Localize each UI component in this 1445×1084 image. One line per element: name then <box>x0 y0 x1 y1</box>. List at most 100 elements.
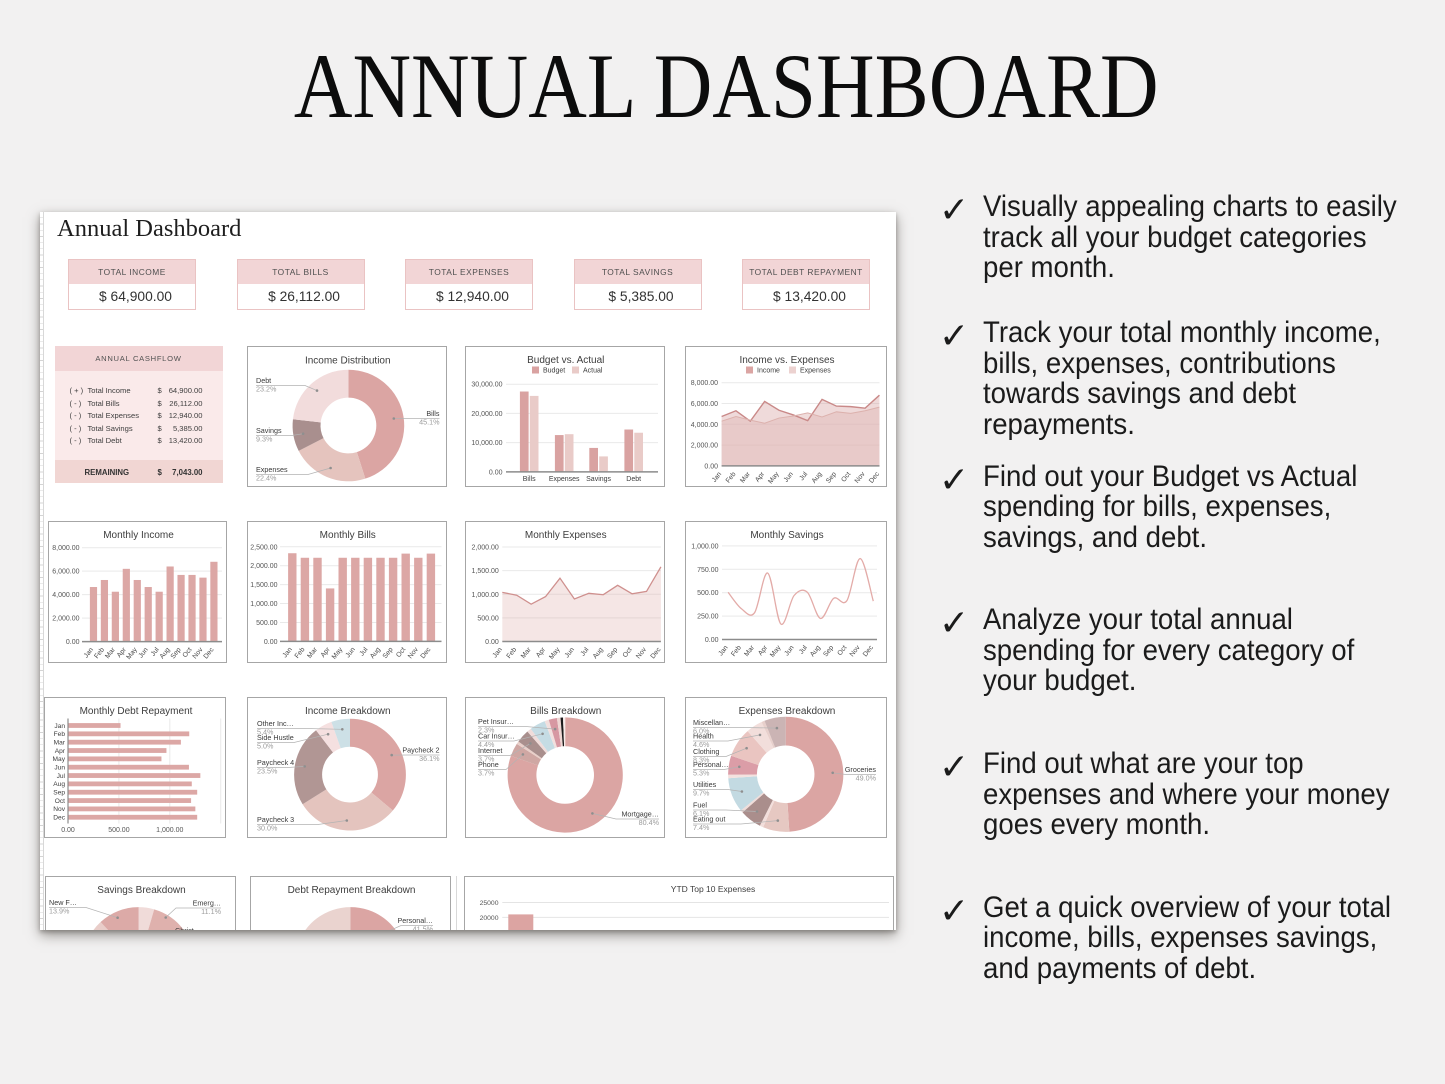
svg-text:Christ…: Christ… <box>175 926 201 930</box>
svg-text:Income vs. Expenses: Income vs. Expenses <box>739 355 834 366</box>
svg-text:2,000.00: 2,000.00 <box>250 563 277 570</box>
svg-text:Phone: Phone <box>478 760 499 769</box>
svg-text:May: May <box>53 756 66 763</box>
svg-text:May: May <box>767 470 781 485</box>
svg-text:13.9%: 13.9% <box>49 907 70 916</box>
svg-text:Dec: Dec <box>650 646 663 660</box>
svg-text:1,500.00: 1,500.00 <box>250 582 277 589</box>
svg-text:Monthly Bills: Monthly Bills <box>320 530 376 541</box>
svg-text:500.00: 500.00 <box>108 827 130 834</box>
svg-text:Emerg…: Emerg… <box>193 899 221 908</box>
svg-text:Personal…: Personal… <box>397 916 433 925</box>
svg-text:Income Distribution: Income Distribution <box>305 356 391 367</box>
svg-text:Bills: Bills <box>523 476 536 483</box>
svg-text:22.4%: 22.4% <box>256 474 277 483</box>
svg-text:45.1%: 45.1% <box>419 418 440 427</box>
svg-text:Expenses: Expenses <box>549 476 580 483</box>
svg-text:750.00: 750.00 <box>697 567 719 574</box>
svg-text:May: May <box>769 644 783 659</box>
svg-text:Jan: Jan <box>717 644 729 657</box>
svg-text:Dec: Dec <box>868 470 881 484</box>
svg-text:Mar: Mar <box>54 739 66 746</box>
svg-text:Clothing: Clothing <box>693 747 719 756</box>
svg-text:Jan: Jan <box>83 646 95 659</box>
svg-text:4,000.00: 4,000.00 <box>690 422 717 429</box>
svg-text:30,000.00: 30,000.00 <box>471 382 502 389</box>
svg-text:Budget vs. Actual: Budget vs. Actual <box>527 355 604 366</box>
svg-text:Personal…: Personal… <box>693 760 729 769</box>
svg-text:Debt: Debt <box>626 476 641 483</box>
svg-text:Paycheck 4: Paycheck 4 <box>257 758 294 767</box>
svg-text:Nov: Nov <box>853 470 866 484</box>
svg-text:Groceries: Groceries <box>844 765 876 774</box>
svg-text:Nov: Nov <box>407 646 420 660</box>
svg-text:Mortgage…: Mortgage… <box>621 810 659 819</box>
svg-text:Aug: Aug <box>159 646 172 660</box>
svg-text:8,000.00: 8,000.00 <box>52 545 79 552</box>
svg-text:25000: 25000 <box>480 900 499 907</box>
svg-text:0.00: 0.00 <box>61 827 75 834</box>
svg-text:Nov: Nov <box>848 644 861 658</box>
svg-text:Miscellan…: Miscellan… <box>693 718 730 727</box>
svg-text:Feb: Feb <box>730 644 743 658</box>
svg-text:1,500.00: 1,500.00 <box>472 568 499 575</box>
svg-text:May: May <box>331 646 345 661</box>
svg-text:Jun: Jun <box>783 644 795 657</box>
svg-text:Bills Breakdown: Bills Breakdown <box>530 706 601 717</box>
svg-text:Dec: Dec <box>53 815 65 822</box>
svg-text:5.3%: 5.3% <box>693 769 710 778</box>
svg-text:Paycheck 3: Paycheck 3 <box>257 815 294 824</box>
svg-text:Monthly Income: Monthly Income <box>103 530 174 541</box>
svg-text:0.00: 0.00 <box>66 639 80 646</box>
svg-text:2,000.00: 2,000.00 <box>52 616 79 623</box>
svg-text:23.2%: 23.2% <box>256 385 277 394</box>
svg-text:250.00: 250.00 <box>697 614 719 621</box>
svg-text:Monthly Expenses: Monthly Expenses <box>525 530 607 541</box>
svg-text:Sep: Sep <box>822 644 835 658</box>
svg-text:Feb: Feb <box>93 646 106 660</box>
svg-text:Oct: Oct <box>840 471 852 484</box>
svg-text:Dec: Dec <box>203 646 216 660</box>
svg-text:0.00: 0.00 <box>704 637 718 644</box>
svg-text:Sep: Sep <box>170 646 183 660</box>
svg-text:Expenses Breakdown: Expenses Breakdown <box>738 706 835 717</box>
svg-text:Apr: Apr <box>535 646 547 659</box>
svg-text:May: May <box>548 646 562 661</box>
svg-text:6,000.00: 6,000.00 <box>52 569 79 576</box>
svg-text:Mar: Mar <box>739 470 752 484</box>
svg-text:Savings: Savings <box>586 476 611 483</box>
svg-text:Oct: Oct <box>395 646 407 659</box>
svg-text:Aug: Aug <box>809 644 822 658</box>
svg-text:Nov: Nov <box>635 646 648 660</box>
svg-text:Aug: Aug <box>592 646 605 660</box>
svg-text:3.7%: 3.7% <box>478 769 495 778</box>
svg-text:Jan: Jan <box>282 646 294 659</box>
svg-text:YTD Top 10 Expenses: YTD Top 10 Expenses <box>671 884 755 894</box>
svg-text:Sep: Sep <box>382 646 395 660</box>
svg-text:Jun: Jun <box>564 646 576 659</box>
svg-text:Feb: Feb <box>294 646 307 660</box>
svg-text:8,000.00: 8,000.00 <box>690 380 717 387</box>
svg-text:Bills: Bills <box>426 409 440 418</box>
svg-text:Budget: Budget <box>543 368 565 375</box>
svg-text:11.1%: 11.1% <box>201 907 221 916</box>
svg-text:Income: Income <box>757 368 780 375</box>
svg-text:Feb: Feb <box>724 471 737 485</box>
svg-text:Fuel: Fuel <box>693 801 707 810</box>
svg-text:20000: 20000 <box>480 915 499 922</box>
svg-text:Dec: Dec <box>420 646 433 660</box>
svg-text:Monthly Savings: Monthly Savings <box>750 530 823 541</box>
svg-text:49.0%: 49.0% <box>855 774 876 783</box>
svg-text:Apr: Apr <box>757 644 769 657</box>
svg-text:4.6%: 4.6% <box>693 740 710 749</box>
svg-text:500.00: 500.00 <box>697 590 719 597</box>
svg-text:Pet Insur…: Pet Insur… <box>478 717 514 726</box>
svg-text:Debt Repayment Breakdown: Debt Repayment Breakdown <box>287 885 415 896</box>
svg-text:5.4%: 5.4% <box>257 728 274 737</box>
svg-text:1,000.00: 1,000.00 <box>250 601 277 608</box>
svg-text:Paycheck 2: Paycheck 2 <box>402 746 439 755</box>
svg-text:Utilities: Utilities <box>693 780 717 789</box>
svg-text:Other Inc…: Other Inc… <box>257 719 294 728</box>
svg-text:Mar: Mar <box>306 646 319 660</box>
svg-text:0.00: 0.00 <box>485 639 499 646</box>
